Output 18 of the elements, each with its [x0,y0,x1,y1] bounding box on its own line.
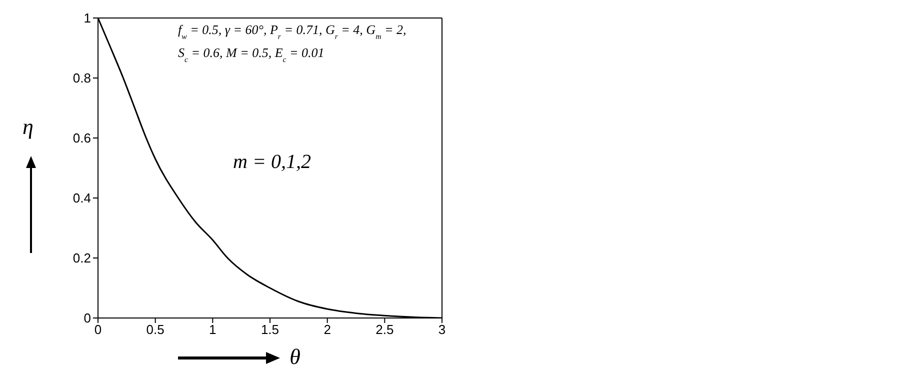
x-tick-label: 2 [324,322,331,338]
y-tick-label: 0 [84,310,91,326]
y-tick-label: 1 [84,10,91,26]
y-tick-label: 0.8 [72,70,91,86]
annotation: S$_{c}$ = 0.6, M = 0.5, E$_{c}$ = 0.01 [178,45,324,64]
x-tick-label: 1.5 [260,322,280,338]
y-tick-label: 0.2 [72,250,91,266]
annotation: m = 0,1,2 [233,151,311,173]
y-axis-title: η [22,114,34,139]
x-tick-label: 0.5 [146,322,164,338]
y-tick-label: 0.6 [72,130,91,146]
x-axis-title: θ [290,344,301,369]
x-tick-label: 1 [209,322,216,338]
text: f$_{w}$ = 0.5, γ = 60°, P$_{r}$ = 0.71, G$_{r}$ = 4, G$_{m}$ = 2, [178,22,406,40]
x-tick-label: 2.5 [376,322,394,338]
y-tick-label: 0.4 [72,190,91,206]
x-tick-label: 0 [94,322,102,338]
x-tick-label: 3 [438,322,446,338]
